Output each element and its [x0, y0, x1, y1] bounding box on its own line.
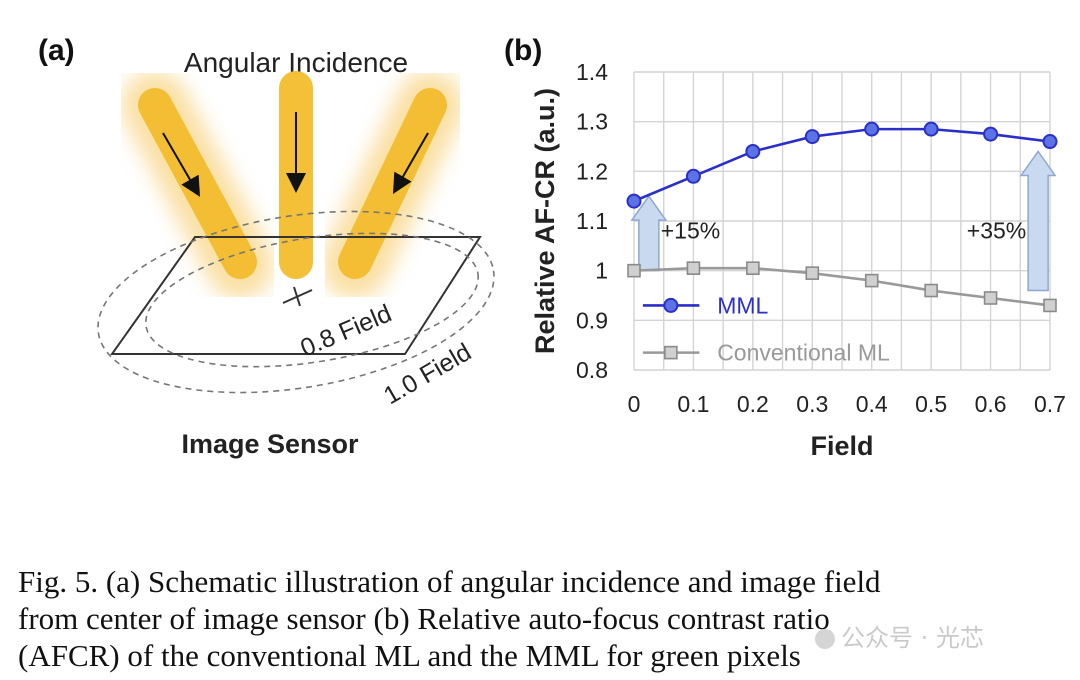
caption-line-2: from center of image sensor (b) Relative…	[18, 601, 830, 636]
right-beam	[338, 88, 447, 279]
x-tick-label: 0.3	[796, 391, 828, 417]
y-tick-label: 1.1	[576, 208, 608, 234]
increase-arrow-15	[630, 194, 668, 272]
field-1.0-ellipse	[97, 210, 495, 394]
x-tick-label: 0.7	[1034, 391, 1066, 417]
watermark-text: 公众号 · 光芯	[841, 624, 984, 652]
data-point-mml	[1042, 134, 1058, 150]
x-tick-label: 0	[628, 391, 641, 417]
annotation-plus-35: +35%	[967, 217, 1026, 243]
caption-line-3: (AFCR) of the conventional ML and the MM…	[18, 638, 801, 673]
x-tick-label: 0.6	[975, 391, 1007, 417]
sensor-center-mark-v	[293, 286, 301, 307]
panel-a-label: (a)	[38, 34, 75, 67]
data-point-mml	[685, 168, 701, 184]
data-point-conventional-ml	[686, 261, 701, 275]
data-point-conventional-ml	[924, 283, 938, 298]
data-point-mml	[804, 129, 820, 145]
y-tick-label: 1.3	[576, 109, 608, 135]
data-point-conventional-ml	[1043, 298, 1057, 313]
data-point-conventional-ml	[746, 261, 760, 275]
right-incidence-arrow	[393, 132, 429, 194]
watermark: 公众号 · 光芯	[815, 618, 984, 653]
image-sensor-label: Image Sensor	[181, 429, 359, 459]
data-point-mml	[745, 143, 761, 159]
series-line-mml	[633, 127, 1051, 203]
data-point-conventional-ml	[983, 291, 998, 305]
figure-caption: Fig. 5. (a) Schematic illustration of an…	[18, 563, 1068, 674]
light-beams	[121, 54, 464, 299]
wechat-icon	[815, 629, 835, 649]
data-point-conventional-ml	[864, 273, 879, 288]
y-tick-label: 1.4	[576, 59, 608, 85]
data-point-mml	[626, 193, 642, 209]
legend-label-mml: MML	[717, 292, 768, 318]
left-incidence-arrow	[162, 132, 201, 197]
annotation-plus-15: +15%	[661, 217, 720, 243]
data-point-conventional-ml	[805, 266, 820, 280]
chart-legend: MML Conventional ML	[642, 292, 890, 366]
chart-annotations: +15% +35%	[630, 150, 1057, 292]
x-tick-label: 0.2	[737, 391, 769, 417]
x-tick-label: 0.1	[677, 391, 709, 417]
chart-series	[626, 121, 1058, 313]
legend-marker-mml	[663, 297, 679, 313]
sensor-plane	[110, 236, 482, 355]
y-tick-label: 1.2	[576, 158, 608, 184]
y-tick-label: 1	[595, 258, 608, 284]
series-line-conventional-ml	[633, 266, 1051, 307]
x-tick-label: 0.4	[856, 391, 888, 417]
data-point-conventional-ml	[627, 263, 641, 278]
legend-label-conventional-ml: Conventional ML	[717, 340, 890, 366]
field-0.8-ellipse	[144, 232, 480, 368]
field-1.0-label: 1.0 Field	[379, 338, 476, 410]
data-point-mml	[923, 121, 939, 137]
data-point-mml	[983, 126, 999, 142]
y-tick-label: 0.9	[576, 307, 608, 333]
x-axis-label: Field	[810, 431, 873, 461]
schematic-panel-a: (a) Angular Incidence 0.8 Field 1.0 Fiel…	[38, 34, 495, 459]
y-tick-label: 0.8	[576, 357, 608, 383]
chart-axes: 0.8 0.9 1 1.1 1.2 1.3 1.4 0 0.1 0.2 0.3 0.4 0.5 0.6 0.…	[530, 59, 1066, 461]
chart-panel-b: (b) 0.80.911.11.21.31.40 0.1 0.2 0.3 0.4 0.5 0…	[504, 34, 1066, 461]
increase-arrow-35	[1019, 150, 1057, 292]
data-point-mml	[864, 121, 880, 137]
y-axis-label: Relative AF-CR (a.u.)	[530, 88, 560, 354]
x-tick-label: 0.5	[915, 391, 947, 417]
legend-marker-conventional-ml	[664, 345, 678, 360]
panel-b-label: (b)	[504, 34, 542, 67]
caption-line-1: Fig. 5. (a) Schematic illustration of an…	[18, 564, 881, 599]
